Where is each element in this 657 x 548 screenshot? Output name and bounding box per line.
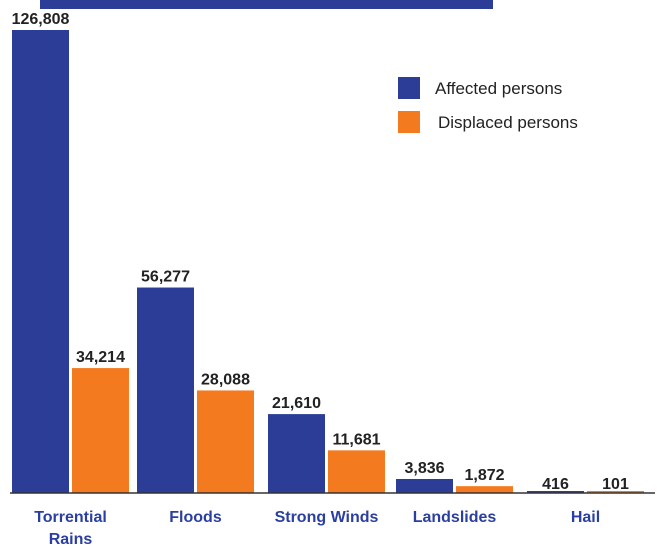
bar-affected-persons-strong-winds xyxy=(268,414,325,493)
legend-label-affected-persons: Affected persons xyxy=(435,79,562,98)
bar-affected-persons-torrential-rains xyxy=(12,30,69,493)
bar-affected-persons-hail xyxy=(527,491,584,493)
category-label-torrential-rains: Torrential Rains xyxy=(34,509,107,548)
bar-affected-persons-landslides xyxy=(396,478,453,493)
legend-swatch-affected-persons xyxy=(398,77,420,99)
legend-label-displaced-persons: Displaced persons xyxy=(438,113,578,132)
bar-displaced-persons-landslides xyxy=(456,486,513,493)
legend: Affected persons Displaced persons xyxy=(398,77,578,133)
value-label-displaced-persons-strong-winds: 11,681 xyxy=(332,431,380,448)
bars-layer xyxy=(12,30,644,493)
value-label-affected-persons-torrential-rains: 126,808 xyxy=(12,11,70,28)
value-label-displaced-persons-floods: 28,088 xyxy=(201,371,250,388)
value-label-displaced-persons-hail: 101 xyxy=(602,476,629,493)
category-labels-layer: Torrential Rains Floods Strong Winds Landsli… xyxy=(34,509,600,548)
bar-displaced-persons-strong-winds xyxy=(328,450,385,493)
value-label-displaced-persons-landslides: 1,872 xyxy=(464,467,504,484)
category-label-floods: Floods xyxy=(169,509,222,526)
category-label-hail: Hail xyxy=(571,509,600,526)
value-labels-layer: 126,808 34,214 56,277 28,088 21,610 11,681 3,8… xyxy=(12,11,629,493)
value-label-affected-persons-landslides: 3,836 xyxy=(404,460,444,477)
value-label-affected-persons-strong-winds: 21,610 xyxy=(272,395,321,412)
value-label-affected-persons-floods: 56,277 xyxy=(141,269,190,286)
bar-displaced-persons-torrential-rains xyxy=(72,368,129,493)
category-label-landslides: Landslides xyxy=(413,509,497,526)
bar-displaced-persons-hail xyxy=(587,491,644,493)
bar-displaced-persons-floods xyxy=(197,390,254,493)
top-banner-strip xyxy=(40,0,493,9)
category-label-strong-winds: Strong Winds xyxy=(275,509,379,526)
value-label-affected-persons-hail: 416 xyxy=(542,476,569,493)
legend-swatch-displaced-persons xyxy=(398,111,420,133)
value-label-displaced-persons-torrential-rains: 34,214 xyxy=(76,349,125,366)
bar-affected-persons-floods xyxy=(137,287,194,493)
